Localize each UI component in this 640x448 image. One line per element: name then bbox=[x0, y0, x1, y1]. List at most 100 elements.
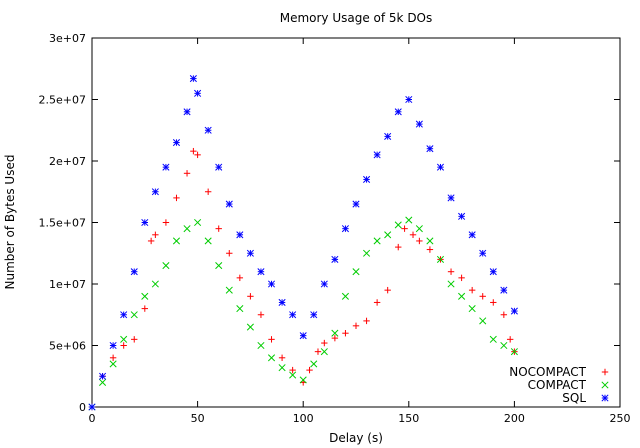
data-point bbox=[394, 221, 402, 229]
data-point bbox=[172, 138, 181, 147]
y-tick-label: 2.5e+07 bbox=[39, 94, 86, 107]
data-point bbox=[183, 170, 191, 177]
data-point bbox=[141, 305, 148, 312]
data-point bbox=[267, 354, 276, 362]
x-tick-label: 50 bbox=[191, 412, 205, 425]
data-point bbox=[384, 132, 392, 140]
y-tick-label: 1.5e+07 bbox=[39, 217, 86, 230]
legend-marker-sql bbox=[601, 394, 609, 402]
data-point bbox=[183, 108, 191, 116]
data-point bbox=[363, 175, 371, 184]
data-point bbox=[436, 255, 445, 263]
data-point bbox=[409, 231, 417, 238]
data-point bbox=[268, 336, 275, 343]
legend-label-sql: SQL bbox=[562, 391, 586, 405]
data-point bbox=[204, 126, 212, 134]
data-point bbox=[109, 354, 117, 361]
y-axis-label: Number of Bytes Used bbox=[3, 155, 17, 290]
data-point bbox=[151, 280, 159, 288]
data-point bbox=[194, 89, 202, 97]
data-point bbox=[120, 342, 127, 349]
data-point bbox=[458, 212, 466, 220]
data-point bbox=[320, 348, 328, 356]
data-point bbox=[147, 237, 155, 245]
data-point bbox=[289, 366, 296, 374]
data-point bbox=[500, 341, 508, 350]
data-point bbox=[257, 268, 265, 276]
plot-frame bbox=[91, 37, 621, 408]
data-point bbox=[479, 249, 487, 257]
data-point bbox=[131, 336, 138, 343]
y-tick-label: 2e+07 bbox=[49, 155, 86, 168]
data-point bbox=[246, 249, 254, 257]
data-point bbox=[352, 200, 360, 208]
data-point bbox=[510, 348, 518, 356]
data-point bbox=[468, 305, 476, 313]
y-tick-label: 1e+07 bbox=[49, 278, 86, 291]
data-point bbox=[331, 334, 339, 342]
data-point bbox=[151, 188, 159, 196]
data-point bbox=[246, 323, 254, 331]
data-point bbox=[173, 194, 180, 202]
data-point bbox=[310, 360, 318, 368]
data-point bbox=[236, 305, 244, 313]
chart-title: Memory Usage of 5k DOs bbox=[280, 11, 433, 25]
legend-marker-nocompact bbox=[601, 368, 609, 376]
data-point bbox=[257, 341, 265, 350]
data-point bbox=[458, 292, 466, 300]
data-point bbox=[314, 348, 322, 355]
data-point bbox=[215, 163, 223, 171]
x-tick-label: 0 bbox=[89, 412, 96, 425]
x-tick-label: 150 bbox=[398, 412, 419, 425]
data-point bbox=[130, 311, 138, 319]
data-point bbox=[447, 194, 455, 202]
data-point bbox=[342, 330, 349, 337]
data-point bbox=[194, 218, 202, 227]
data-point bbox=[267, 280, 276, 288]
data-point bbox=[490, 299, 497, 306]
data-point bbox=[352, 268, 360, 276]
data-point bbox=[363, 317, 370, 325]
series-nocompact bbox=[88, 147, 518, 411]
data-point bbox=[225, 200, 233, 208]
data-point bbox=[405, 95, 413, 104]
data-point bbox=[189, 75, 197, 83]
data-point bbox=[479, 293, 486, 300]
data-point bbox=[306, 366, 313, 374]
data-point bbox=[416, 237, 423, 245]
data-point bbox=[236, 274, 244, 282]
data-point bbox=[120, 311, 128, 319]
x-tick-label: 200 bbox=[504, 412, 525, 425]
data-point bbox=[194, 151, 201, 159]
data-point bbox=[479, 317, 487, 325]
data-point bbox=[384, 231, 392, 239]
data-point bbox=[373, 237, 381, 245]
data-point bbox=[426, 145, 434, 153]
data-point bbox=[172, 237, 181, 245]
data-point bbox=[468, 231, 476, 239]
data-point bbox=[373, 299, 381, 306]
data-point bbox=[247, 293, 254, 300]
data-point bbox=[394, 108, 402, 116]
data-point bbox=[141, 218, 149, 227]
data-point bbox=[109, 341, 117, 350]
data-point bbox=[226, 250, 233, 257]
y-tick-label: 5e+06 bbox=[49, 340, 86, 353]
data-point bbox=[363, 249, 371, 257]
data-point bbox=[373, 151, 381, 159]
x-tick-label: 100 bbox=[293, 412, 314, 425]
data-point bbox=[426, 246, 434, 253]
data-point bbox=[500, 311, 508, 318]
data-point bbox=[395, 243, 402, 251]
data-point bbox=[289, 371, 297, 379]
data-point bbox=[278, 298, 286, 307]
plot-area: 0 50 100 150 200 250 0 5e+06 1e+07 1.5e+07 2e+07 2.… bbox=[39, 32, 631, 425]
data-point bbox=[415, 225, 423, 233]
data-point bbox=[489, 268, 497, 276]
data-point bbox=[215, 261, 223, 270]
legend-label-nocompact: NOCOMPACT bbox=[509, 365, 586, 379]
data-point bbox=[99, 378, 107, 386]
data-point bbox=[310, 311, 318, 319]
data-point bbox=[331, 255, 339, 263]
data-point bbox=[436, 163, 445, 171]
